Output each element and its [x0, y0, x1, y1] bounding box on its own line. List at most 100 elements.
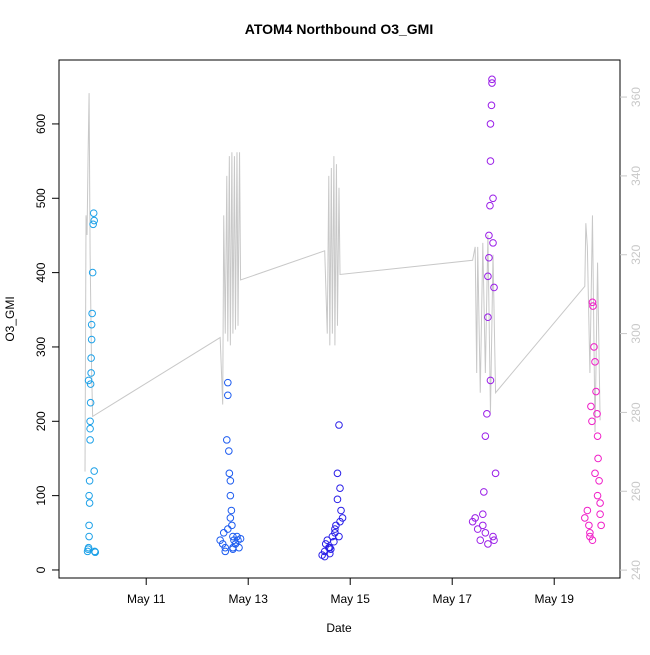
data-point — [85, 499, 94, 507]
data-point — [224, 391, 232, 400]
data-point — [486, 376, 495, 385]
data-point — [225, 447, 233, 455]
y-tick-label: 0 — [34, 566, 48, 573]
y2-tick-label: 300 — [629, 323, 643, 343]
data-point — [488, 75, 496, 84]
data-point — [85, 532, 93, 541]
data-point — [85, 521, 93, 530]
y-tick-label: 500 — [34, 188, 48, 208]
data-point — [86, 424, 94, 433]
x-tick-label: May 13 — [229, 592, 269, 606]
data-point — [484, 313, 492, 322]
data-point — [473, 525, 482, 533]
data-point — [333, 469, 342, 478]
data-point — [485, 253, 493, 262]
data-point — [85, 491, 93, 500]
data-point — [89, 209, 98, 217]
data-point — [225, 469, 234, 478]
plot-frame — [58, 59, 621, 579]
data-point — [595, 476, 603, 485]
data-point — [581, 514, 589, 522]
data-point — [586, 529, 594, 537]
data-point — [591, 358, 599, 366]
y-axis-label: O3_GMI — [3, 296, 17, 341]
chart-title: ATOM4 Northbound O3_GMI — [245, 21, 433, 37]
data-point — [333, 495, 342, 504]
data-point — [489, 239, 497, 247]
y-tick-label: 400 — [34, 262, 48, 282]
data-point — [87, 354, 95, 362]
y-tick-label: 300 — [34, 337, 48, 357]
data-point — [86, 398, 95, 407]
data-point — [88, 309, 96, 318]
data-point — [320, 552, 329, 561]
x-tick-label: May 11 — [127, 592, 166, 606]
data-point — [222, 436, 231, 444]
y2-tick-label: 240 — [629, 560, 643, 580]
data-point — [87, 335, 96, 344]
data-point — [589, 302, 597, 310]
data-point — [86, 417, 94, 426]
y2-tick-label: 260 — [629, 481, 643, 501]
data-point — [87, 320, 96, 329]
data-point — [236, 534, 245, 543]
data-point — [84, 543, 93, 552]
x-tick-label: May 17 — [433, 592, 473, 606]
data-point — [583, 506, 592, 515]
data-point — [89, 220, 97, 229]
data-point — [490, 536, 498, 545]
data-point — [593, 491, 602, 500]
data-point — [229, 532, 237, 541]
data-point — [591, 469, 599, 478]
data-point — [590, 343, 598, 351]
data-point — [597, 521, 605, 530]
data-point — [91, 548, 100, 556]
data-point — [226, 491, 235, 500]
y2-tick-label: 340 — [629, 166, 643, 186]
data-point — [337, 506, 345, 515]
series-line — [84, 93, 601, 472]
data-point — [224, 378, 232, 387]
data-point — [90, 467, 98, 475]
data-point — [588, 536, 597, 545]
data-point — [596, 499, 604, 507]
y-tick-label: 100 — [34, 485, 48, 505]
data-point — [487, 101, 496, 110]
data-point — [593, 432, 602, 440]
data-point — [227, 506, 236, 515]
data-point — [335, 421, 343, 429]
data-point — [588, 417, 596, 426]
data-point — [86, 380, 95, 388]
data-point — [88, 268, 97, 277]
data-point — [221, 547, 230, 556]
data-point — [490, 283, 498, 292]
y-tick-label: 200 — [34, 411, 48, 431]
data-point — [221, 543, 230, 552]
data-point — [476, 536, 485, 545]
data-point — [480, 488, 488, 496]
y2-tick-label: 320 — [629, 244, 643, 264]
data-point — [485, 231, 493, 240]
data-point — [90, 216, 98, 225]
data-point — [335, 532, 343, 541]
x-tick-label: May 19 — [535, 592, 575, 606]
data-point — [585, 521, 593, 530]
data-point — [592, 387, 600, 396]
data-point — [587, 402, 595, 411]
data-point — [489, 194, 497, 203]
x-tick-label: May 15 — [331, 592, 371, 606]
data-point — [336, 484, 344, 492]
data-point — [479, 510, 487, 519]
data-point — [593, 410, 601, 418]
data-point — [226, 514, 235, 522]
data-point — [326, 543, 334, 552]
data-point — [87, 369, 95, 377]
y2-tick-label: 280 — [629, 402, 643, 422]
data-point — [331, 525, 339, 533]
data-point — [327, 545, 335, 553]
data-point — [86, 436, 94, 444]
data-point — [229, 545, 237, 553]
y2-tick-label: 360 — [629, 87, 643, 107]
